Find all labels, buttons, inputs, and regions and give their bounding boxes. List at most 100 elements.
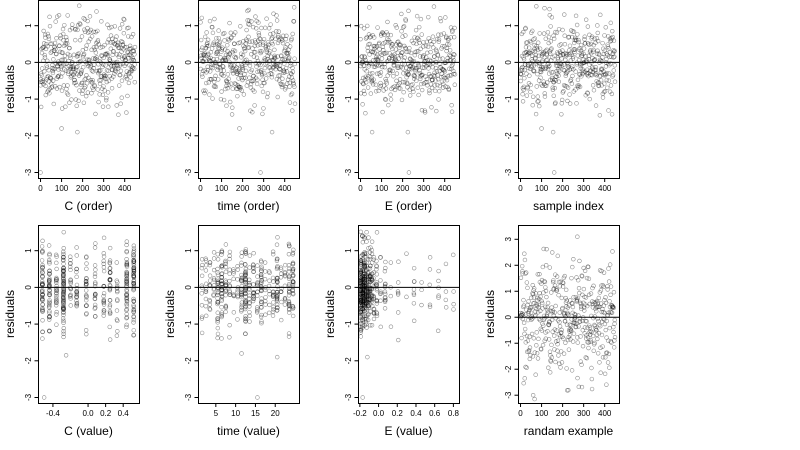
residual-point bbox=[52, 66, 58, 72]
residual-point bbox=[68, 261, 73, 266]
residual-point bbox=[255, 77, 260, 82]
residual-point bbox=[124, 292, 129, 297]
residual-point bbox=[388, 285, 393, 290]
residual-point bbox=[101, 235, 107, 241]
residual-point bbox=[246, 7, 251, 13]
residual-point bbox=[358, 284, 363, 289]
residual-point bbox=[53, 19, 58, 24]
residual-point bbox=[40, 282, 45, 287]
residual-point bbox=[101, 308, 107, 313]
residual-point bbox=[279, 36, 284, 41]
residual-point bbox=[80, 91, 85, 97]
residual-point bbox=[398, 52, 403, 58]
residual-point bbox=[362, 276, 367, 282]
residual-point bbox=[121, 61, 126, 66]
residual-point bbox=[547, 49, 553, 54]
residual-point bbox=[369, 299, 375, 304]
residual-point bbox=[247, 286, 252, 291]
residual-point bbox=[62, 67, 67, 72]
residual-point bbox=[607, 325, 612, 331]
residual-point bbox=[252, 43, 258, 48]
residual-point bbox=[364, 296, 369, 301]
residual-point bbox=[267, 65, 273, 70]
residual-point bbox=[74, 300, 80, 306]
residual-point bbox=[537, 103, 542, 109]
residual-point bbox=[563, 300, 569, 305]
residual-point bbox=[280, 40, 286, 46]
residual-point bbox=[543, 83, 549, 88]
residual-point bbox=[219, 271, 224, 277]
residual-point bbox=[426, 14, 431, 20]
residual-point bbox=[105, 53, 111, 58]
residual-point bbox=[40, 307, 45, 313]
residual-point bbox=[560, 90, 566, 95]
residual-point bbox=[261, 58, 267, 64]
residual-point bbox=[266, 72, 271, 77]
residual-point bbox=[599, 67, 605, 72]
residual-point bbox=[569, 81, 575, 86]
residual-point bbox=[537, 63, 542, 69]
residual-point bbox=[547, 6, 552, 12]
residual-point bbox=[565, 69, 570, 74]
residual-point bbox=[530, 354, 536, 359]
residual-point bbox=[400, 50, 405, 55]
residual-point bbox=[435, 82, 440, 88]
residual-point bbox=[413, 66, 418, 71]
residual-point bbox=[291, 305, 296, 310]
residual-point bbox=[583, 17, 589, 22]
residual-point bbox=[250, 110, 255, 115]
residual-point bbox=[259, 296, 264, 301]
residual-point bbox=[61, 279, 66, 285]
residual-point bbox=[61, 281, 66, 287]
residual-point bbox=[535, 94, 540, 99]
residual-point bbox=[103, 51, 109, 57]
residual-point bbox=[93, 305, 98, 310]
residual-point bbox=[589, 365, 594, 371]
residual-point bbox=[251, 282, 256, 287]
residual-point bbox=[220, 63, 225, 69]
residual-point bbox=[588, 72, 593, 78]
residual-point bbox=[108, 33, 114, 38]
residual-point bbox=[421, 53, 426, 58]
residual-point bbox=[607, 365, 612, 370]
residual-point bbox=[440, 56, 445, 61]
residual-point bbox=[109, 67, 115, 73]
residual-point bbox=[362, 296, 367, 301]
residual-point bbox=[200, 262, 205, 268]
residual-point bbox=[585, 24, 591, 29]
residual-point bbox=[203, 268, 209, 273]
residual-point bbox=[221, 64, 226, 69]
residual-point bbox=[227, 249, 233, 255]
y-tick-label: 0 bbox=[344, 285, 353, 290]
residual-point bbox=[83, 303, 89, 309]
residual-point bbox=[286, 74, 292, 79]
residual-point bbox=[247, 60, 253, 65]
residual-point bbox=[245, 60, 250, 65]
residual-point bbox=[274, 290, 280, 295]
residual-point bbox=[257, 60, 262, 66]
residual-point bbox=[266, 42, 271, 47]
residual-point bbox=[44, 65, 50, 70]
residual-point bbox=[232, 48, 238, 54]
residual-point bbox=[235, 294, 241, 300]
residual-point bbox=[61, 266, 66, 271]
residual-point bbox=[257, 68, 262, 74]
residual-point bbox=[254, 18, 259, 24]
residual-point bbox=[382, 51, 388, 56]
residual-point bbox=[610, 249, 615, 254]
residual-point bbox=[40, 45, 45, 50]
residual-point bbox=[374, 56, 379, 62]
residual-point bbox=[289, 91, 295, 96]
residual-point bbox=[101, 72, 107, 77]
residual-point bbox=[205, 37, 211, 43]
x-tick-label: 400 bbox=[598, 184, 612, 193]
residual-point bbox=[434, 49, 439, 54]
residual-point bbox=[537, 290, 542, 296]
residual-point bbox=[439, 66, 445, 72]
residual-point bbox=[98, 68, 103, 73]
residual-point bbox=[264, 60, 270, 66]
residual-point bbox=[589, 376, 595, 382]
residual-point bbox=[284, 50, 290, 56]
residual-point bbox=[57, 84, 62, 90]
